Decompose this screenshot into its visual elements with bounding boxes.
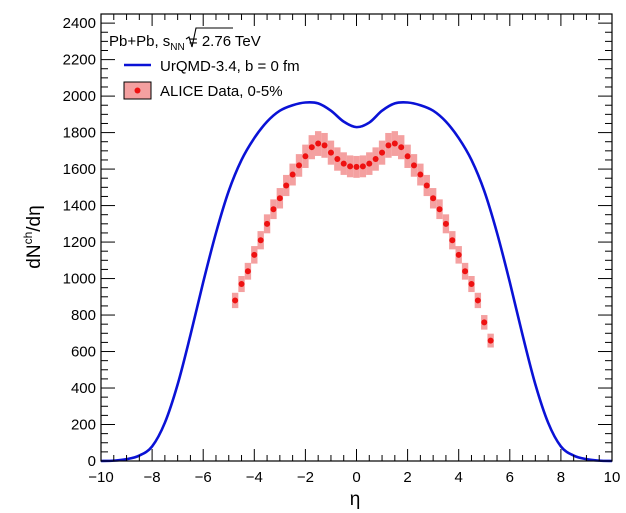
x-tick-label: −4	[246, 469, 263, 486]
data-point	[302, 153, 309, 160]
x-tick-label: 4	[455, 469, 463, 486]
y-tick-label: 0	[88, 453, 96, 470]
data-point	[379, 149, 386, 156]
x-tick-label: −10	[88, 469, 113, 486]
legend-label-model: UrQMD-3.4, b = 0 fm	[160, 58, 300, 75]
y-axis-title-tail: /dη	[24, 205, 45, 231]
y-tick-label: 200	[71, 417, 96, 434]
data-point	[442, 220, 449, 227]
data-point	[455, 251, 462, 258]
data-point	[468, 281, 475, 288]
legend: Pb+Pb, sNN = 2.76 TeV UrQMD-3.4, b = 0 f…	[109, 27, 300, 100]
data-point	[327, 149, 334, 156]
x-axis-title: η	[350, 489, 361, 510]
y-tick-label: 2200	[63, 52, 96, 69]
data-point	[366, 160, 373, 167]
y-axis-title-sup: ch	[21, 232, 35, 245]
y-tick-label: 1400	[63, 198, 96, 215]
data-point	[251, 251, 258, 258]
data-point	[264, 220, 271, 227]
x-tick-label: −2	[297, 469, 314, 486]
data-point	[430, 195, 437, 202]
y-tick-label: 2400	[63, 15, 96, 32]
x-tick-label: 6	[506, 469, 514, 486]
data-point	[398, 144, 405, 151]
y-axis-ticks: 0 200 400 600 800 1000 1200 1400 1600 1800 2000 220…	[63, 13, 612, 470]
legend-header-suffix: = 2.76 TeV	[185, 33, 261, 50]
data-point	[276, 195, 283, 202]
data-point	[449, 237, 456, 244]
data-point	[308, 144, 315, 151]
legend-marker-data	[134, 87, 141, 94]
x-tick-label: 0	[352, 469, 360, 486]
data-point	[296, 162, 303, 169]
data-point	[270, 206, 277, 213]
data-point	[347, 163, 354, 170]
data-point	[244, 268, 251, 275]
data-point	[321, 142, 328, 149]
data-point	[436, 206, 443, 213]
model-series	[100, 100, 613, 463]
data-points	[232, 140, 494, 344]
y-tick-label: 1600	[63, 161, 96, 178]
data-point	[462, 268, 469, 275]
data-point	[334, 156, 341, 163]
y-tick-label: 1000	[63, 271, 96, 288]
x-tick-label: −6	[195, 469, 212, 486]
legend-header: Pb+Pb, sNN = 2.76 TeV	[109, 33, 261, 53]
x-axis-ticks: −10 −8 −6 −4 −2 0 2 4 6 8 10	[88, 14, 620, 486]
data-point	[257, 237, 264, 244]
data-point	[340, 160, 347, 167]
y-tick-label: 800	[71, 307, 96, 324]
y-axis-title-base: dN	[24, 244, 45, 268]
data-point	[487, 337, 494, 344]
data-point	[385, 142, 392, 149]
y-tick-label: 2000	[63, 88, 96, 105]
legend-header-prefix: Pb+Pb,	[109, 33, 163, 50]
data-point	[359, 163, 366, 170]
data-point	[238, 281, 245, 288]
data-point	[372, 156, 379, 163]
data-point	[315, 140, 322, 147]
plot-area	[101, 14, 612, 461]
y-axis-title: dNch/dη	[21, 205, 45, 268]
x-tick-label: 10	[604, 469, 621, 486]
y-tick-label: 400	[71, 380, 96, 397]
data-point	[410, 162, 417, 169]
y-tick-label: 1800	[63, 125, 96, 142]
data-point	[474, 297, 481, 304]
data-point	[289, 171, 296, 178]
data-point	[404, 153, 411, 160]
sqrt-radical-sign	[185, 27, 233, 48]
data-point	[353, 163, 360, 170]
legend-label-data: ALICE Data, 0-5%	[160, 83, 283, 100]
data-point	[232, 297, 239, 304]
x-tick-label: −8	[144, 469, 161, 486]
data-point	[417, 171, 424, 178]
y-tick-label: 1200	[63, 234, 96, 251]
data-point	[481, 319, 488, 326]
data-point	[283, 182, 290, 189]
model-curve	[100, 100, 613, 463]
data-point	[391, 140, 398, 147]
legend-header-sub: NN	[170, 42, 184, 53]
y-tick-label: 600	[71, 344, 96, 361]
x-tick-label: 2	[403, 469, 411, 486]
data-point	[423, 182, 430, 189]
legend-header-root: s	[163, 33, 171, 50]
x-tick-label: 8	[557, 469, 565, 486]
